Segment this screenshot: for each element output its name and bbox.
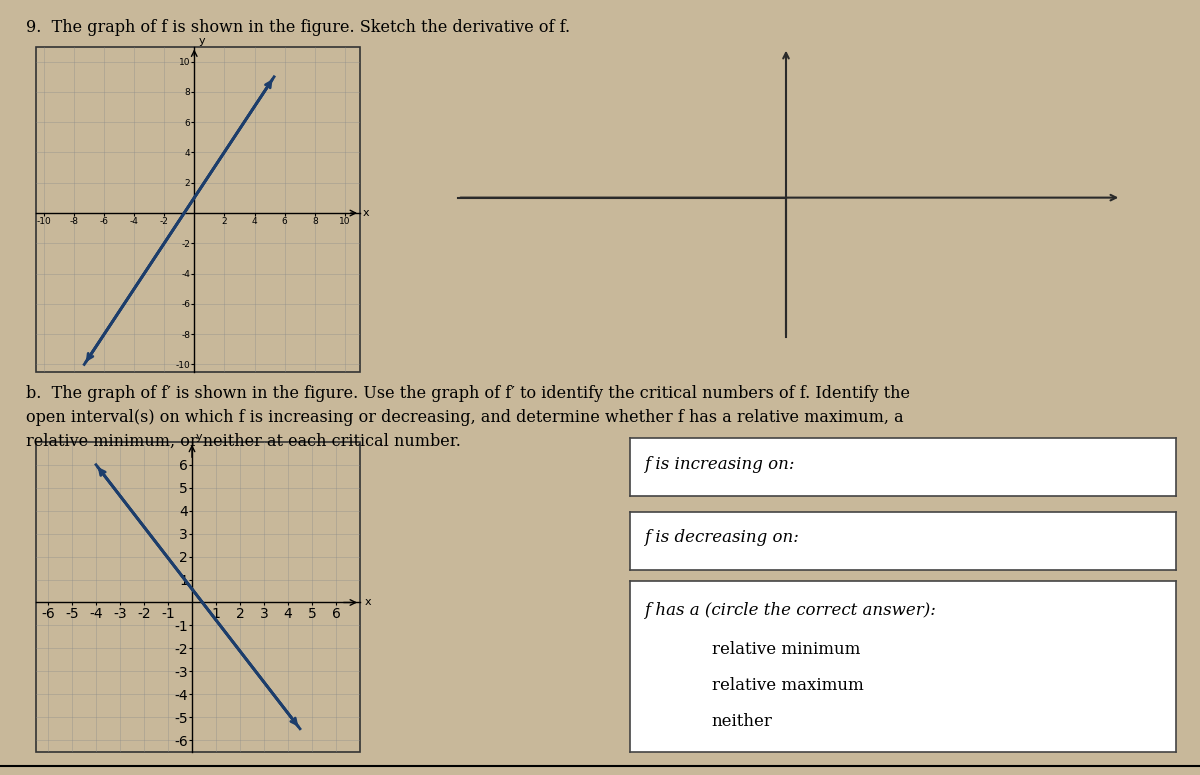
Text: x: x <box>364 208 370 218</box>
Text: relative minimum: relative minimum <box>712 641 860 658</box>
Text: open interval(s) on which f is increasing or decreasing, and determine whether f: open interval(s) on which f is increasin… <box>26 409 904 426</box>
Text: b.  The graph of f′ is shown in the figure. Use the graph of f′ to identify the : b. The graph of f′ is shown in the figur… <box>26 385 911 402</box>
Text: relative minimum, or neither at each critical number.: relative minimum, or neither at each cri… <box>26 433 461 450</box>
Text: f is increasing on:: f is increasing on: <box>643 456 794 473</box>
Text: 9.  The graph of f is shown in the figure. Sketch the derivative of f.: 9. The graph of f is shown in the figure… <box>26 19 570 36</box>
Text: neither: neither <box>712 712 773 729</box>
Text: y: y <box>199 36 205 46</box>
Text: y: y <box>196 432 203 442</box>
Text: f is decreasing on:: f is decreasing on: <box>643 529 798 546</box>
Text: f has a (circle the correct answer):: f has a (circle the correct answer): <box>643 601 936 618</box>
Text: relative maximum: relative maximum <box>712 677 864 694</box>
Text: x: x <box>365 598 372 608</box>
